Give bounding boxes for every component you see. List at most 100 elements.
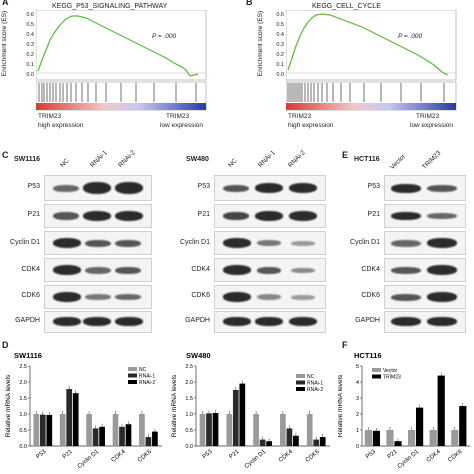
y-tick-label: 2.0 <box>19 380 27 386</box>
x-tick-label: Cyclin D1 <box>397 449 421 471</box>
bar <box>139 414 145 446</box>
legend-label: RNAi-2 <box>139 380 155 386</box>
panel-c-blot2-strip-cdk4 <box>214 258 326 282</box>
y-tick-label: 5 <box>356 364 359 370</box>
bar <box>112 414 119 446</box>
panel-a-right-sub: low expression <box>160 122 203 129</box>
x-tick-label: P53 <box>35 449 48 461</box>
y-tick-label: 0.5 <box>19 428 27 434</box>
panel-e-cell: HCT116 <box>354 156 380 163</box>
panel-b-right-label: TRIM23 <box>416 113 440 120</box>
legend-label: NC <box>139 367 147 373</box>
bar <box>46 414 53 446</box>
y-tick-label: 1.5 <box>19 396 27 402</box>
bar <box>239 383 246 446</box>
bar <box>451 430 459 446</box>
bar <box>408 430 416 446</box>
panel-e-label-gapdh: GAPDH <box>355 317 380 324</box>
panel-c-blot1-strip-gapdh <box>44 311 152 333</box>
panel-b-left-label: TRIM23 <box>288 113 312 120</box>
x-tick-label: P21 <box>62 449 75 461</box>
panel-a-hit-ticks <box>38 83 197 102</box>
panel-c-blot1-cell: SW1116 <box>14 156 41 163</box>
panel-a-left-sub: high expression <box>38 122 84 129</box>
bar <box>99 426 105 446</box>
bar <box>59 414 66 446</box>
panel-c-blot2-strip-cyclind1 <box>214 231 326 255</box>
panel-c-blot1-strip-p53 <box>44 175 152 201</box>
bar <box>232 390 239 446</box>
panel-e-strip-cdk4 <box>384 258 466 282</box>
legend-label: RNAi-1 <box>307 381 323 387</box>
bar <box>372 430 380 446</box>
panel-b-title: KEGG_CELL_CYCLE <box>312 3 381 10</box>
x-tick-label: Cyclin D1 <box>244 449 268 471</box>
panel-f-letter: F <box>342 340 348 350</box>
panel-e-strip-gapdh <box>384 311 466 333</box>
legend-label: TRIM23 <box>383 375 401 381</box>
panel-b-pvalue: P = .000 <box>398 33 423 40</box>
panel-a-ylabel: Enrichment score (ES) <box>1 10 9 77</box>
bar <box>429 430 437 446</box>
bar <box>86 414 92 446</box>
chart-ylabel: Relative mRNA levels <box>338 374 344 437</box>
legend-swatch <box>296 380 305 385</box>
bar <box>199 414 206 446</box>
bar <box>206 413 212 446</box>
panel-d-letter: D <box>2 340 9 350</box>
y-tick-label: 2.5 <box>185 364 193 370</box>
x-tick-label: CDK4 <box>111 449 128 464</box>
legend-swatch <box>372 368 381 372</box>
panel-c-blot2-label-cdk6: CDK6 <box>191 292 210 299</box>
panel-c-blot1-strip-cyclind1 <box>44 231 152 255</box>
y-tick-label: 2.0 <box>185 380 193 386</box>
y-tick-label: 0.0 <box>19 444 27 450</box>
bar <box>280 414 286 446</box>
panel-c-blot2-lane-rnai1: RNAi-1 <box>257 149 277 169</box>
x-tick-label: CDK4 <box>278 449 295 464</box>
legend-label: NC <box>307 374 315 380</box>
panel-e-strip-cdk6 <box>384 285 466 309</box>
panel-b-ylabel: Enrichment score (ES) <box>257 10 265 77</box>
panel-b-yticks: 0.6 0.5 0.4 0.3 0.2 0.1 0.0 <box>276 12 284 78</box>
y-tick-label: 0 <box>356 444 359 450</box>
panel-e-strip-p53 <box>384 175 466 201</box>
panel-c-blot1-lane-rnai1: RNAi-1 <box>89 149 109 169</box>
panel-b-es-curve <box>287 13 449 76</box>
x-tick-label: P21 <box>387 449 400 461</box>
legend-swatch <box>128 373 137 378</box>
panel-c-blot2-strip-cdk6 <box>214 285 326 309</box>
bar <box>212 413 219 446</box>
panel-c-blot2-label-gapdh: GAPDH <box>185 317 210 324</box>
panel-c-blot1-label-cyclind1: Cyclin D1 <box>10 239 40 246</box>
panel-e-label-p21: P21 <box>367 211 380 218</box>
bar-chart-sw1116: SW1116 Relative mRNA levels 2.5 2.0 1.5 1.0 0.… <box>5 351 162 471</box>
y-tick-label: 1 <box>356 428 359 434</box>
y-tick-label: 0.5 <box>185 428 193 434</box>
y-tick-label: 2.5 <box>19 364 27 370</box>
panel-a-right-label: TRIM23 <box>166 113 190 120</box>
bar <box>253 414 259 446</box>
panel-e-strip-p21 <box>384 204 466 228</box>
bar <box>286 428 293 446</box>
y-tick-label: 1.0 <box>185 412 193 418</box>
panel-c-blot1-label-cdk6: CDK6 <box>21 292 40 299</box>
panel-a-rank-bar <box>36 103 206 110</box>
bar <box>72 393 79 446</box>
legend-swatch <box>296 374 305 378</box>
panel-c-blot1-label-p21: P21 <box>27 211 40 218</box>
legend-swatch <box>128 380 137 384</box>
panel-a-es-curve <box>37 15 199 77</box>
panel-e-label-cdk4: CDK4 <box>361 266 380 273</box>
legend-swatch <box>128 367 137 371</box>
panel-c-blot1-strip-cdk4 <box>44 258 152 282</box>
panel-c-letter: C <box>2 150 9 160</box>
bar <box>319 437 326 446</box>
bar <box>152 431 158 446</box>
panel-e-lane-trim23: TRIM23 <box>421 149 443 171</box>
panel-c-blot2-lane-rnai2: RNAi-2 <box>287 149 307 169</box>
x-tick-label: Cyclin D1 <box>77 449 101 471</box>
legend-swatch <box>372 374 381 379</box>
bar <box>266 441 272 446</box>
panel-c-blot2-strip-p53 <box>214 175 326 201</box>
